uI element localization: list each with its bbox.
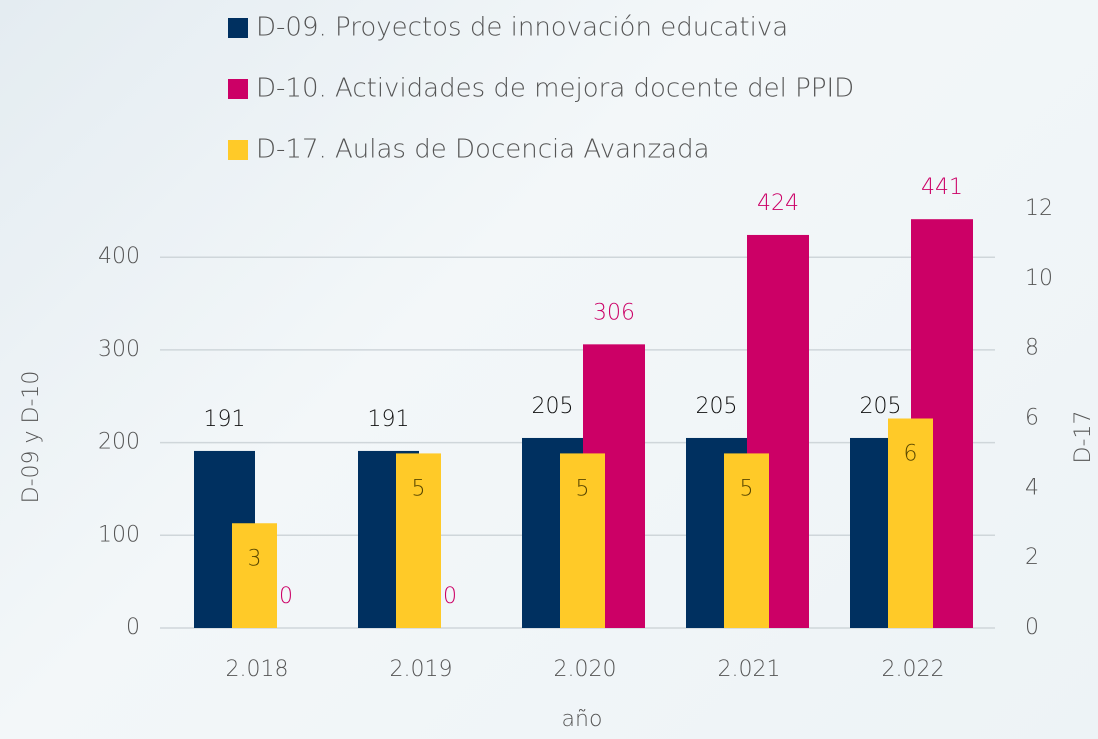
y2-tick-label: 6 — [1025, 406, 1039, 431]
y2-tick-label: 0 — [1025, 615, 1039, 640]
data-label: 306 — [593, 300, 635, 325]
x-axis-label: año — [562, 707, 603, 732]
x-tick-label: 2.018 — [226, 657, 289, 682]
data-label: 205 — [860, 394, 902, 419]
y-tick-label: 400 — [98, 244, 140, 269]
data-label: 3 — [248, 546, 262, 571]
y2-tick-label: 10 — [1025, 266, 1053, 291]
data-label: 205 — [696, 394, 738, 419]
data-label: 6 — [904, 442, 918, 467]
legend-label: D-10. Actividades de mejora docente del … — [256, 74, 854, 104]
x-tick-label: 2.021 — [718, 657, 781, 682]
x-tick-label: 2.019 — [390, 657, 453, 682]
y2-tick-label: 4 — [1025, 475, 1039, 500]
y-axis-label: D-09 y D-10 — [19, 371, 44, 504]
data-label: 5 — [740, 476, 754, 501]
y2-axis-label: D-17 — [1071, 411, 1096, 464]
x-tick-label: 2.022 — [882, 657, 945, 682]
data-label: 205 — [532, 394, 574, 419]
legend-label: D-09. Proyectos de innovación educativa — [256, 13, 788, 43]
chart: año D-09 y D-10 D-17 0100200300400024681… — [0, 0, 1098, 739]
data-label: 5 — [576, 476, 590, 501]
x-tick-label: 2.020 — [554, 657, 617, 682]
data-label: 191 — [368, 407, 410, 432]
legend-swatch — [228, 140, 248, 160]
data-label: 424 — [757, 191, 799, 216]
y-tick-label: 300 — [98, 337, 140, 362]
bar — [232, 523, 277, 628]
data-label: 191 — [204, 407, 246, 432]
y-tick-label: 100 — [98, 522, 140, 547]
y2-tick-label: 8 — [1025, 336, 1039, 361]
legend-swatch — [228, 79, 248, 99]
y2-tick-label: 2 — [1025, 545, 1039, 570]
legend-swatch — [228, 18, 248, 38]
data-label: 0 — [279, 584, 293, 609]
y-tick-label: 0 — [126, 615, 140, 640]
y-tick-label: 200 — [98, 430, 140, 455]
data-label: 0 — [443, 584, 457, 609]
y2-tick-label: 12 — [1025, 196, 1053, 221]
data-label: 441 — [921, 175, 963, 200]
legend-label: D-17. Aulas de Docencia Avanzada — [256, 135, 710, 165]
data-label: 5 — [412, 476, 426, 501]
